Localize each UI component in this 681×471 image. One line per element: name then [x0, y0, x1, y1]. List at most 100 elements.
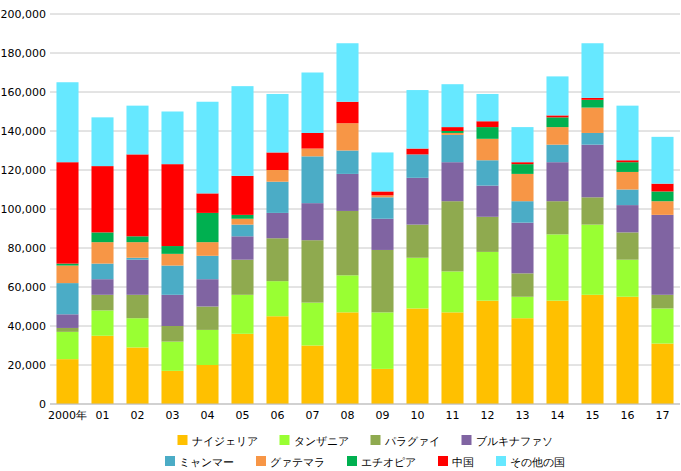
x-tick-label: 08: [341, 409, 355, 422]
bar-segment: [616, 260, 638, 297]
bar-segment: [301, 346, 323, 405]
bar-segment: [511, 273, 533, 296]
x-axis: [50, 404, 680, 405]
x-tick-label: 13: [516, 409, 530, 422]
bar-segment: [371, 197, 393, 218]
legend-swatch: [280, 435, 290, 445]
bar-segment: [441, 127, 463, 131]
bar-segment: [126, 318, 148, 347]
legend-row: ミャンマーグァテマラエチオピア中国その他の国: [165, 456, 565, 469]
bar-segment: [476, 121, 498, 127]
y-tick-label: 100,000: [1, 203, 47, 216]
bar-segment: [651, 295, 673, 309]
bar-segment: [476, 94, 498, 121]
y-tick-label: 140,000: [1, 125, 47, 138]
bar-segment: [56, 332, 78, 359]
legend-swatch: [165, 456, 175, 466]
bar-segment: [581, 43, 603, 98]
bar-segment: [336, 312, 358, 404]
legend-swatch: [371, 435, 381, 445]
x-tick-label: 11: [446, 409, 460, 422]
bar-segment: [581, 98, 603, 100]
bar-segment: [266, 316, 288, 404]
bar-segment: [371, 312, 393, 369]
bar-segment: [511, 318, 533, 404]
legend-swatch: [496, 456, 506, 466]
bar-segment: [266, 170, 288, 182]
bar-segment: [336, 43, 358, 102]
legend-swatch: [178, 435, 188, 445]
legend-swatch: [347, 456, 357, 466]
x-tick-label: 01: [96, 409, 110, 422]
bar-segment: [336, 151, 358, 174]
bar-segment: [161, 342, 183, 371]
bar-segment: [91, 295, 113, 311]
bar-segment: [266, 94, 288, 153]
bar-segment: [126, 236, 148, 242]
bar-segment: [161, 326, 183, 342]
bar-segment: [406, 258, 428, 309]
bar-segment: [441, 135, 463, 162]
bar-segment: [406, 90, 428, 149]
legend-swatch: [438, 456, 448, 466]
bar-segment: [336, 123, 358, 150]
bar-segment: [301, 73, 323, 133]
y-tick-label: 120,000: [1, 164, 47, 177]
bar-segment: [196, 279, 218, 306]
x-tick-label: 09: [376, 409, 390, 422]
bar-segment: [161, 254, 183, 266]
bar-segment: [651, 184, 673, 192]
bar-segment: [56, 359, 78, 404]
bar-segment: [126, 260, 148, 295]
bar-segment: [126, 106, 148, 155]
bar-segment: [266, 152, 288, 170]
bar-segment: [511, 223, 533, 274]
bar-segment: [441, 312, 463, 404]
bar-segment: [581, 133, 603, 145]
bar-segment: [91, 310, 113, 335]
bar-segment: [406, 149, 428, 155]
bar-segment: [441, 133, 463, 135]
bar-segment: [301, 303, 323, 346]
legend-label: タンザニア: [294, 435, 349, 448]
bar-segment: [476, 252, 498, 301]
y-tick-label: 80,000: [8, 242, 47, 255]
bar-segment: [196, 330, 218, 365]
grid-line: [50, 14, 680, 15]
bar-segment: [91, 279, 113, 295]
bar-segment: [616, 172, 638, 190]
x-tick-label: 04: [201, 409, 215, 422]
bar-segment: [161, 246, 183, 254]
bar-segment: [371, 250, 393, 312]
bar-segment: [546, 127, 568, 145]
legend-label: ナイジェリア: [192, 435, 258, 448]
legend-label: ブルキナファソ: [476, 435, 553, 448]
bar-segment: [441, 201, 463, 271]
bar-segment: [301, 156, 323, 203]
bar-segment: [371, 195, 393, 197]
bar-segment: [581, 225, 603, 295]
bar-segment: [301, 133, 323, 149]
bar-segment: [476, 139, 498, 160]
bar-segment: [126, 242, 148, 258]
bar-segment: [581, 108, 603, 133]
bar-segment: [266, 238, 288, 281]
x-tick-label: 17: [656, 409, 670, 422]
bars: [56, 43, 673, 404]
bar-segment: [581, 295, 603, 404]
bar-segment: [511, 164, 533, 174]
bar-segment: [476, 127, 498, 139]
x-tick-label: 07: [306, 409, 320, 422]
y-tick-label: 60,000: [8, 281, 47, 294]
bar-segment: [91, 166, 113, 232]
x-tick-label: 02: [131, 409, 145, 422]
bar-segment: [546, 145, 568, 163]
bar-segment: [161, 266, 183, 295]
bar-segment: [406, 225, 428, 258]
bar-segment: [511, 127, 533, 162]
grid-line: [50, 404, 680, 405]
bar-segment: [56, 283, 78, 314]
x-tick-label: 05: [236, 409, 250, 422]
bar-segment: [616, 205, 638, 232]
bar-segment: [266, 182, 288, 213]
